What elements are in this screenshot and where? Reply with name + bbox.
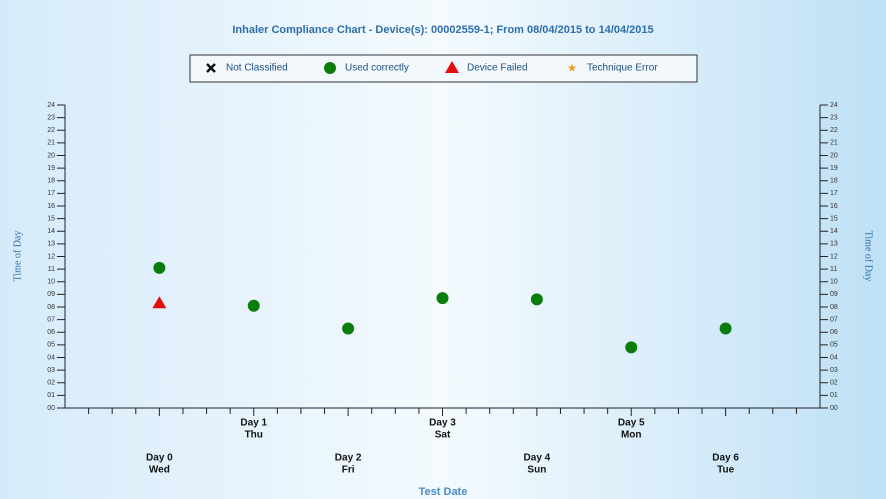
y-tick-label: 10: [47, 279, 55, 286]
y2-tick-label: 14: [830, 228, 838, 235]
y-tick-label: 11: [48, 266, 55, 273]
y-tick-label: 23: [47, 114, 55, 121]
point: [530, 293, 543, 306]
y2-axis-title: Time of Day: [863, 231, 874, 282]
x-tick-sublabel: Mon: [621, 430, 642, 441]
y-tick-label: 15: [47, 215, 55, 222]
x-axis-title: Test Date: [419, 486, 468, 498]
x-tick-sublabel: Sun: [527, 465, 546, 476]
y-tick-label: 16: [47, 203, 55, 210]
point: [625, 341, 638, 354]
x-tick-label: Day 6: [712, 453, 739, 464]
x-tick-sublabel: Tue: [717, 465, 734, 476]
y-tick-label: 24: [47, 102, 55, 109]
y2-tick-label: 02: [830, 380, 838, 387]
x-tick-sublabel: Sat: [435, 430, 451, 441]
y2-tick-label: 15: [830, 215, 838, 222]
y2-tick-label: 07: [830, 316, 838, 323]
y-tick-label: 21: [47, 140, 55, 147]
y2-tick-label: 12: [830, 253, 838, 260]
legend: [189, 54, 698, 83]
y2-tick-label: 23: [830, 114, 838, 121]
x-tick-label: Day 5: [618, 418, 645, 429]
legend-label: Device Failed: [467, 63, 528, 74]
y-tick-label: 05: [47, 342, 55, 349]
legend-label: Not Classified: [226, 63, 288, 74]
y-axis-title: Time of Day: [12, 231, 23, 282]
y2-tick-label: 09: [830, 291, 838, 298]
y2-tick-label: 00: [830, 405, 838, 412]
y-tick-label: 18: [47, 178, 55, 185]
legend-marker: [567, 63, 577, 72]
y2-tick-label: 20: [830, 152, 838, 159]
y2-tick-label: 19: [830, 165, 838, 172]
x-tick-label: Day 0: [146, 453, 173, 464]
y-tick-label: 06: [47, 329, 55, 336]
y2-tick-label: 04: [830, 354, 838, 361]
x-tick-sublabel: Fri: [342, 465, 355, 476]
y2-tick-label: 17: [830, 190, 838, 197]
y-tick-label: 00: [47, 405, 55, 412]
y-tick-label: 19: [47, 165, 55, 172]
point: [342, 322, 355, 335]
y2-tick-label: 21: [830, 140, 838, 147]
chart-title: Inhaler Compliance Chart - Device(s): 00…: [232, 24, 653, 36]
legend-label: Used correctly: [345, 63, 409, 74]
x-tick-sublabel: Wed: [149, 465, 170, 476]
y2-tick-label: 24: [830, 102, 838, 109]
x-tick-label: Day 4: [524, 453, 551, 464]
y-tick-label: 12: [47, 253, 55, 260]
y2-tick-label: 16: [830, 203, 838, 210]
y-tick-label: 13: [47, 241, 55, 248]
legend-label: Technique Error: [587, 63, 658, 74]
x-tick-label: Day 1: [240, 418, 267, 429]
y2-tick-label: 05: [830, 342, 838, 349]
y2-tick-label: 10: [830, 279, 838, 286]
y2-tick-label: 18: [830, 178, 838, 185]
x-tick-sublabel: Thu: [245, 430, 263, 441]
y-tick-label: 20: [47, 152, 55, 159]
y-tick-label: 22: [47, 127, 55, 134]
y-tick-label: 04: [47, 354, 55, 361]
y-tick-label: 03: [47, 367, 55, 374]
x-tick-label: Day 2: [335, 453, 362, 464]
legend-marker: [206, 63, 216, 73]
legend-marker: [324, 62, 336, 74]
y2-tick-label: 11: [830, 266, 837, 273]
point: [436, 292, 449, 305]
y-tick-label: 14: [47, 228, 55, 235]
point: [152, 296, 167, 309]
y-tick-label: 17: [47, 190, 55, 197]
y2-tick-label: 13: [830, 241, 838, 248]
point: [719, 322, 732, 335]
point: [153, 261, 166, 274]
y2-tick-label: 06: [830, 329, 838, 336]
y-tick-label: 02: [47, 380, 55, 387]
y-tick-label: 09: [47, 291, 55, 298]
y2-tick-label: 08: [830, 304, 838, 311]
point: [247, 299, 260, 312]
y2-tick-label: 22: [830, 127, 838, 134]
x-tick-label: Day 3: [429, 418, 456, 429]
y-tick-label: 07: [47, 316, 55, 323]
legend-marker: [445, 61, 459, 73]
y-tick-label: 08: [47, 304, 55, 311]
y2-tick-label: 03: [830, 367, 838, 374]
y2-tick-label: 01: [830, 392, 838, 399]
y-tick-label: 01: [47, 392, 55, 399]
